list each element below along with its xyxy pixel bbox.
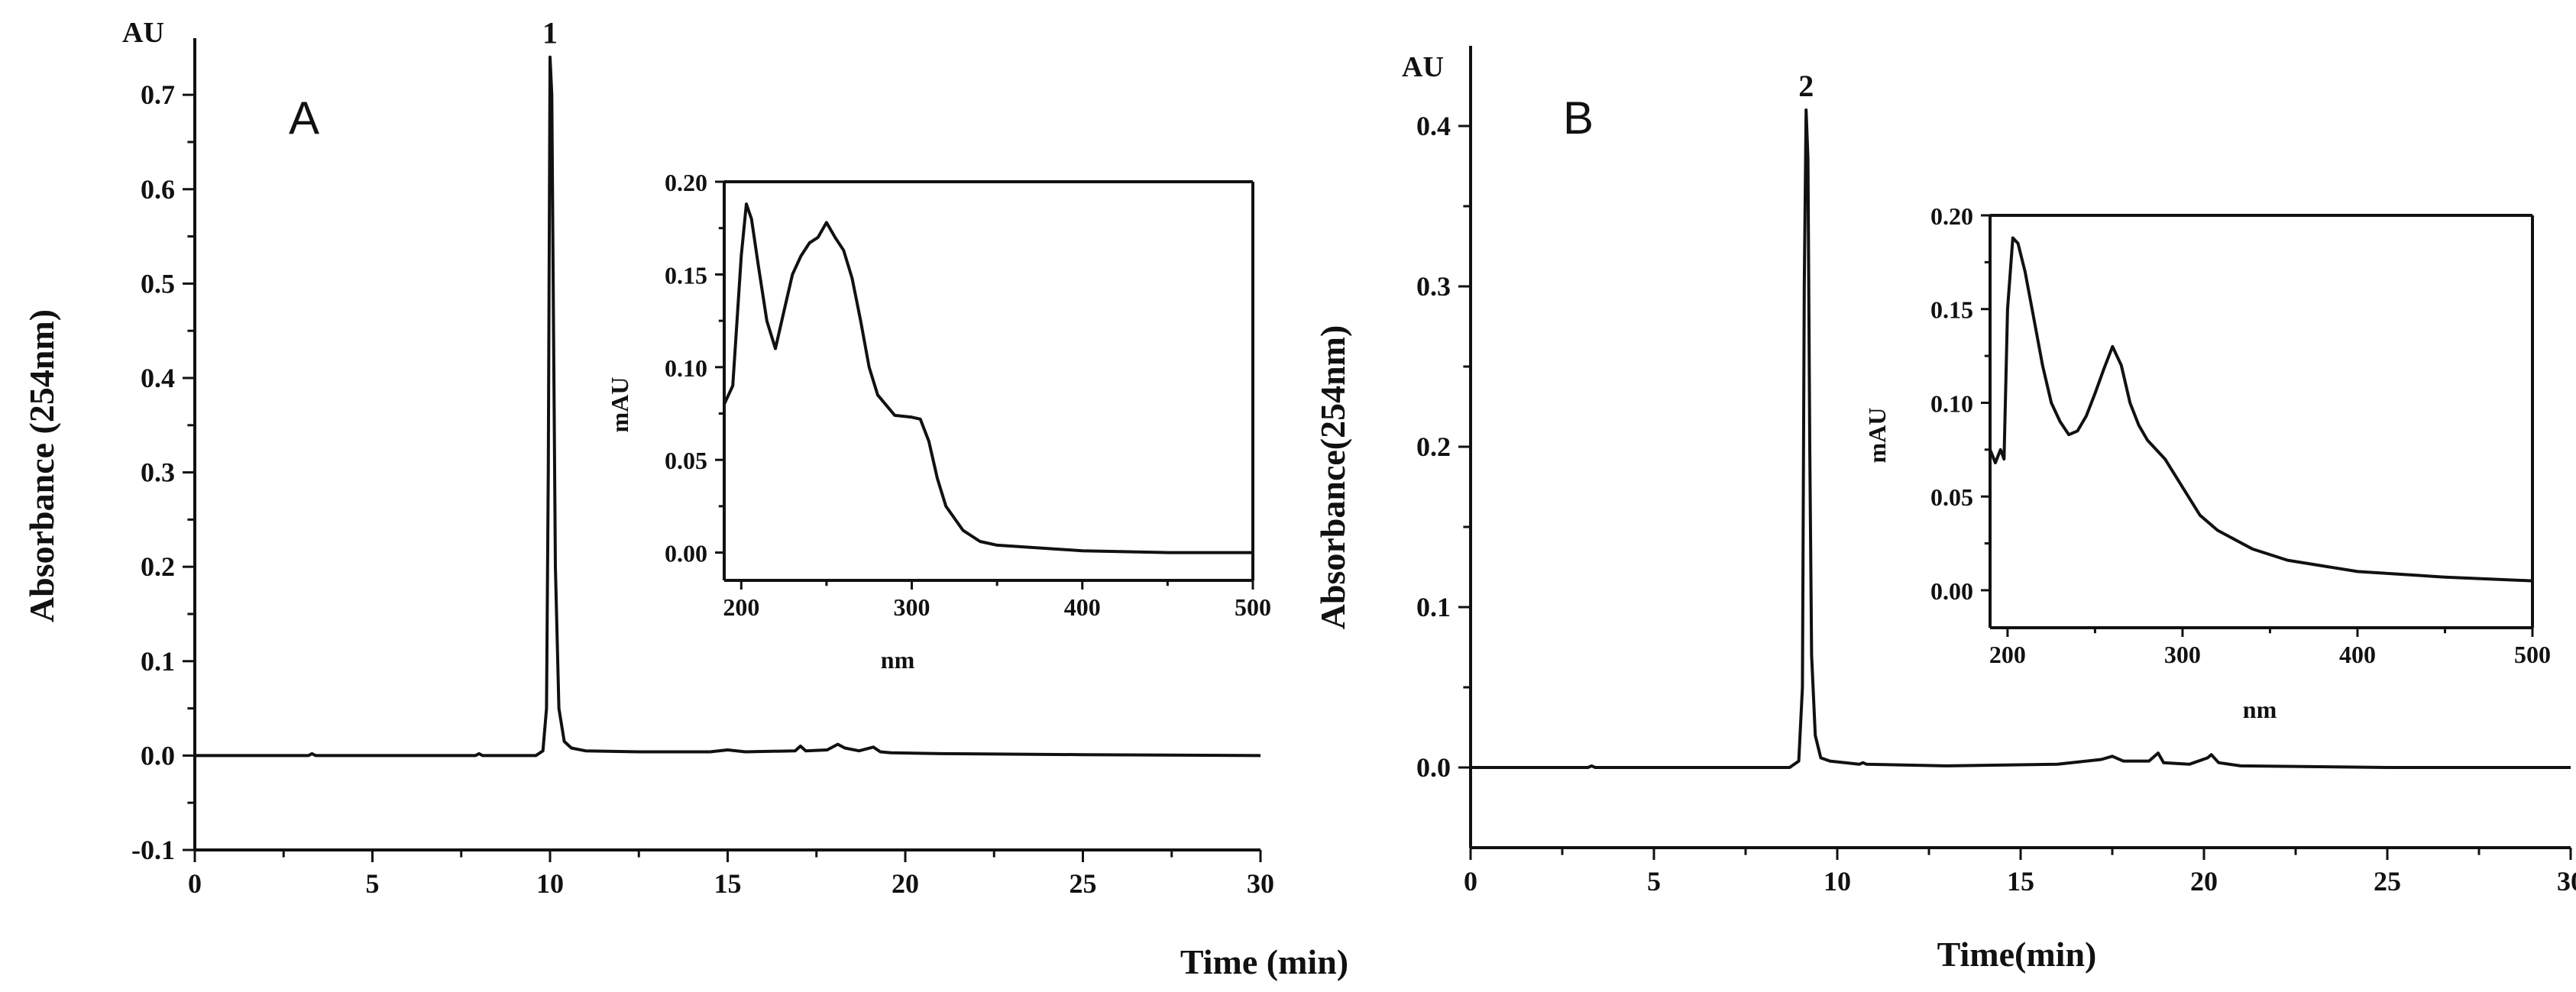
- panel-b-inset-y-tick-label: 0.00: [1930, 577, 1973, 605]
- panel-a-x-tick-label: 0: [188, 868, 202, 899]
- panel-b-x-tick-label: 5: [1647, 866, 1661, 897]
- panel-b-inset-x-tick-label: 200: [1989, 641, 2026, 668]
- panel-a-inset-spectrum: nm mAU 200 300 400 500 0.00 0.05 0.10 0.15 0.20: [606, 169, 1271, 674]
- panel-b-y-tick-label: 0.2: [1416, 431, 1451, 462]
- panel-b-inset-spectrum: nm mAU 200 300 400 500 0.00 0.05 0.10 0.15 0.20: [1863, 202, 2551, 723]
- panel-b-plot-area: 0 5 10 15 20 25 30 0.0 0.1 0.2 0.3 0.4 2: [1416, 46, 2576, 897]
- panel-b-x-tick-label: 25: [2374, 866, 2401, 897]
- panel-a-y-tick-label: 0.5: [141, 268, 175, 299]
- panel-b-inset-y-tick-label: 0.20: [1930, 202, 1973, 230]
- panel-b-y-tick-label: 0.1: [1416, 592, 1451, 622]
- panel-b-y-axis-title: Absorbance(254nm): [1313, 325, 1352, 630]
- panel-a-y-tick-label: 0.2: [141, 551, 175, 582]
- panel-a-plot-area: 0 5 10 15 20 25 30 -0.1 0.0 0.1 0.2 0.3 0.4 0.5 0.6 0.7…: [131, 16, 1274, 899]
- panel-a-y-tick-label: 0.3: [141, 457, 175, 488]
- panel-b-series-line: [1471, 108, 2571, 769]
- panel-a-x-tick-label: 15: [714, 868, 742, 899]
- panel-a-y-tick-label: -0.1: [131, 835, 175, 865]
- panel-a-x-tick-label: 30: [1247, 868, 1274, 899]
- panel-a-x-axis-title: Time (min): [1180, 942, 1348, 981]
- panel-a-x-tick-label: 10: [536, 868, 564, 899]
- panel-a-y-tick-label: 0.0: [141, 740, 175, 771]
- panel-label-b: B: [1563, 92, 1594, 144]
- panel-a-inset-x-tick-label: 300: [894, 593, 930, 621]
- panel-b-x-tick-label: 10: [1824, 866, 1851, 897]
- panel-b-x-tick-label: 30: [2557, 866, 2576, 897]
- panel-a-inset-x-tick-label: 500: [1235, 593, 1271, 621]
- panel-a-unit-label: AU: [122, 17, 164, 49]
- panel-a-inset-x-tick-label: 200: [723, 593, 759, 621]
- panel-b-y-tick-label: 0.0: [1416, 752, 1451, 783]
- panel-a-inset-y-tick-label: 0.20: [665, 169, 707, 196]
- panel-a-series-line: [195, 55, 1261, 758]
- panel-a-inset-y-tick-label: 0.00: [665, 540, 707, 567]
- panel-a-x-tick-label: 25: [1070, 868, 1097, 899]
- panel-a-inset-series-line: [723, 202, 1253, 554]
- panel-a-peak-label: 1: [542, 16, 558, 50]
- panel-b-inset-x-tick-label: 500: [2514, 641, 2551, 668]
- panel-b-x-axis-title: Time(min): [1937, 935, 2097, 974]
- panel-b-inset-y-tick-label: 0.10: [1930, 389, 1973, 417]
- panel-b-unit-label: AU: [1402, 51, 1444, 83]
- panel-b-inset-series-line: [1989, 236, 2533, 583]
- chromatogram-panel-a: A AU Time (min) Absorbance (254nm) 0 5 10 1…: [22, 16, 1348, 981]
- panel-a-inset-y-title: mAU: [606, 377, 633, 433]
- panel-b-inset-y-tick-label: 0.15: [1930, 296, 1973, 324]
- panel-b-x-tick-label: 20: [2190, 866, 2218, 897]
- panel-a-y-tick-label: 0.7: [141, 79, 175, 110]
- panel-a-x-tick-label: 20: [892, 868, 919, 899]
- panel-b-inset-y-tick-label: 0.05: [1930, 483, 1973, 511]
- panel-a-y-axis-title: Absorbance (254nm): [22, 309, 61, 622]
- panel-b-x-tick-label: 15: [2007, 866, 2034, 897]
- panel-b-inset-x-tick-label: 300: [2164, 641, 2201, 668]
- panel-a-y-tick-label: 0.4: [141, 363, 175, 393]
- panel-a-inset-y-tick-label: 0.05: [665, 447, 707, 474]
- panel-a-x-tick-label: 5: [366, 868, 380, 899]
- panel-b-x-tick-label: 0: [1464, 866, 1477, 897]
- panel-a-y-tick-label: 0.6: [141, 174, 175, 205]
- panel-b-peak-label: 2: [1798, 69, 1814, 103]
- panel-b-inset-x-tick-label: 400: [2339, 641, 2376, 668]
- panel-a-inset-y-tick-label: 0.15: [665, 261, 707, 289]
- panel-a-inset-x-title: nm: [881, 646, 915, 674]
- panel-b-inset-y-title: mAU: [1863, 408, 1891, 464]
- chromatogram-panel-b: B AU Time(min) Absorbance(254nm) 0 5 10 15 2…: [1313, 46, 2576, 974]
- panel-a-y-tick-label: 0.1: [141, 646, 175, 677]
- panel-a-inset-x-tick-label: 400: [1064, 593, 1101, 621]
- panel-b-inset-x-title: nm: [2243, 696, 2277, 723]
- panel-a-inset-y-tick-label: 0.10: [665, 354, 707, 382]
- panel-b-y-tick-label: 0.4: [1416, 111, 1451, 141]
- panel-b-y-tick-label: 0.3: [1416, 271, 1451, 302]
- panel-label-a: A: [289, 92, 319, 144]
